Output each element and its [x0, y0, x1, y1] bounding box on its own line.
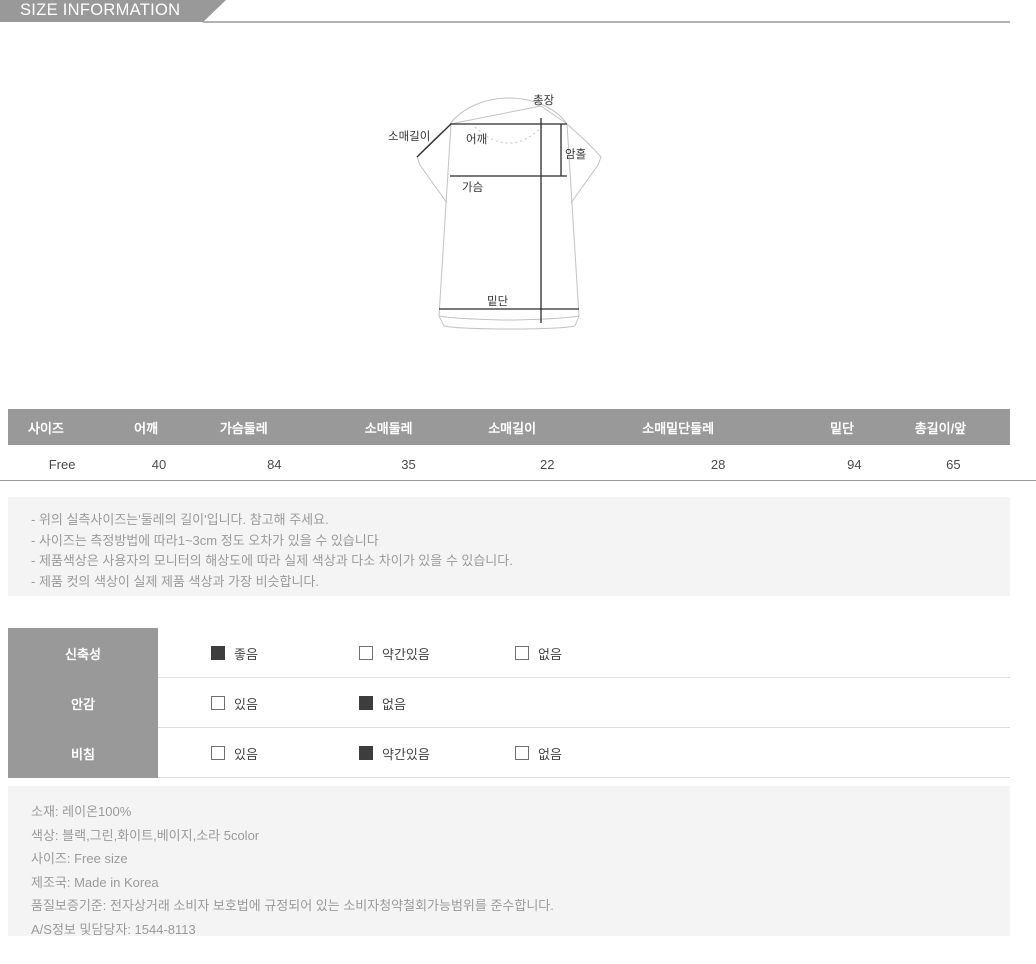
svg-text:소매길이: 소매길이	[388, 130, 430, 143]
svg-text:암홀: 암홀	[565, 148, 586, 161]
svg-text:밑단: 밑단	[487, 295, 509, 308]
svg-text:가슴: 가슴	[462, 181, 483, 194]
svg-text:총장: 총장	[533, 94, 555, 107]
svg-text:어깨: 어깨	[466, 133, 487, 146]
